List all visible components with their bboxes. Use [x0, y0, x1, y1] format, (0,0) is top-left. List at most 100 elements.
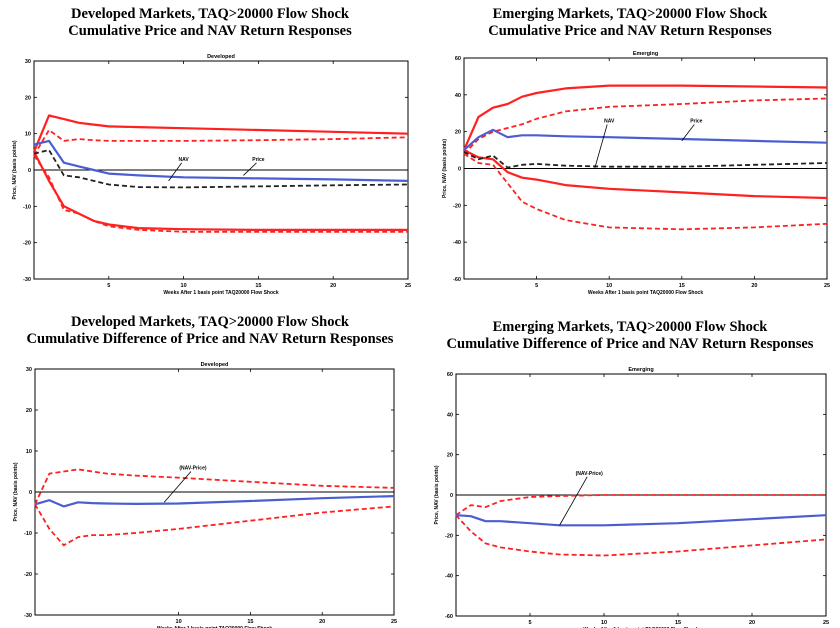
annotation-pointer: [594, 124, 608, 169]
panel-emerging-difference: Emerging Markets, TAQ>20000 Flow Shock C…: [420, 314, 840, 628]
series-price-band-upper-line: [462, 84, 828, 151]
annotation-pointer: [243, 162, 257, 176]
y-tick-label: 60: [455, 56, 461, 62]
chart-subtitle: Developed: [207, 54, 235, 60]
y-tick-label: 20: [26, 408, 32, 414]
annotation-pointer: [559, 476, 588, 526]
y-tick-label: 30: [25, 59, 31, 65]
annotation-label: (NAV-Price): [179, 465, 206, 471]
x-axis-label: Weeks After 1 basis point TAQ20000 Flow …: [588, 290, 703, 296]
y-axis-label: Price, NAV (basis points): [434, 465, 440, 524]
series-price-line: [463, 128, 828, 151]
y-tick-label: -20: [23, 241, 31, 247]
y-tick-label: 10: [26, 449, 32, 455]
panel-title-line2: Cumulative Difference of Price and NAV R…: [26, 331, 394, 347]
x-tick-label: 10: [606, 283, 612, 289]
annotation-pointer: [681, 124, 695, 142]
y-tick-label: -20: [453, 203, 461, 209]
x-tick-label: 20: [319, 619, 325, 625]
y-axis-label: Price, NAV (basis points): [12, 140, 18, 199]
chart-subtitle: Developed: [201, 362, 229, 368]
y-axis-label: Price, NAV (basis points): [13, 462, 19, 521]
series-nav-band-upper-line: [463, 97, 828, 155]
panel-emerging-price-nav: Emerging Markets, TAQ>20000 Flow Shock C…: [420, 0, 840, 314]
panel-title-line1: Developed Markets, TAQ>20000 Flow Shock: [71, 6, 349, 22]
y-tick-label: 10: [25, 132, 31, 138]
y-axis-label: Price, NAV (basis points): [442, 139, 448, 198]
x-tick-label: 5: [535, 283, 538, 289]
y-tick-label: 0: [28, 168, 31, 174]
y-tick-label: -60: [445, 614, 453, 620]
x-axis-label: Weeks After 1 basis point TAQ20000 Flow …: [157, 626, 272, 628]
x-tick-label: 20: [330, 283, 336, 289]
chart-emerging-price-nav: Emerging -60 -40 -20 0 20 40 60 5 10 15 20 25 Weeks A…: [442, 51, 830, 296]
panel-title-line1: Emerging Markets, TAQ>20000 Flow Shock: [492, 6, 768, 22]
series-price-band-upper-line: [32, 114, 409, 153]
x-tick-label: 15: [675, 620, 681, 626]
annotation-label: NAV: [179, 157, 190, 163]
x-tick-label: 25: [824, 283, 830, 289]
series-nav-band-lower-line: [463, 153, 828, 231]
x-tick-label: 10: [601, 620, 607, 626]
panel-title-line2: Cumulative Price and NAV Return Response…: [488, 23, 772, 39]
chart-subtitle: Emerging: [633, 51, 658, 57]
x-tick-label: 5: [528, 620, 531, 626]
panel-title-line2: Cumulative Difference of Price and NAV R…: [446, 336, 814, 352]
series-price-band-lower-line: [463, 149, 828, 200]
panel-title-line2: Cumulative Price and NAV Return Response…: [68, 23, 352, 39]
y-tick-label: 0: [450, 493, 453, 499]
annotation-label: NAV: [604, 118, 615, 124]
x-axis-label: Weeks After 1 basis point TAQ20000 Flow …: [163, 290, 278, 296]
x-tick-label: 20: [751, 283, 757, 289]
y-tick-label: -30: [23, 277, 31, 283]
chart-developed-difference: Developed -30 -20 -10 0 10 20 30 10 15 20 25 Weeks A…: [13, 362, 397, 628]
series-nav-price-line: [34, 495, 395, 508]
series-nav-band-lower-line: [33, 154, 408, 233]
x-tick-label: 15: [247, 619, 253, 625]
y-tick-label: -20: [445, 533, 453, 539]
x-tick-label: 15: [679, 283, 685, 289]
series-nav-price-line: [455, 514, 827, 527]
x-tick-label: 20: [749, 620, 755, 626]
y-tick-label: 20: [447, 453, 453, 459]
x-tick-label: 15: [255, 283, 261, 289]
y-tick-label: 20: [25, 95, 31, 101]
y-tick-label: 0: [458, 167, 461, 173]
panel-title-line1: Developed Markets, TAQ>20000 Flow Shock: [71, 314, 349, 330]
series-band-upper-line: [34, 468, 395, 505]
series-price-line: [33, 139, 409, 182]
y-tick-label: -10: [23, 204, 31, 210]
x-tick-label: 5: [107, 283, 110, 289]
annotation-pointer: [163, 471, 192, 503]
x-tick-label: 25: [391, 619, 397, 625]
panel-developed-difference: Developed Markets, TAQ>20000 Flow Shock …: [0, 314, 420, 628]
series-nav-band-upper-line: [33, 129, 409, 156]
x-tick-label: 25: [405, 283, 411, 289]
y-tick-label: -20: [24, 572, 32, 578]
y-tick-label: 0: [29, 490, 32, 496]
y-tick-label: 60: [447, 372, 453, 378]
series-nav-line: [33, 149, 409, 189]
y-tick-label: -40: [453, 240, 461, 246]
panel-title-line1: Emerging Markets, TAQ>20000 Flow Shock: [492, 319, 768, 335]
y-tick-label: 40: [447, 412, 453, 418]
annotation-label: Price: [252, 157, 264, 163]
x-tick-label: 10: [176, 619, 182, 625]
y-tick-label: 20: [455, 130, 461, 136]
chart-subtitle: Emerging: [628, 367, 653, 373]
panel-developed-price-nav: Developed Markets, TAQ>20000 Flow Shock …: [0, 0, 420, 314]
y-tick-label: 40: [455, 93, 461, 99]
y-tick-label: -10: [24, 531, 32, 537]
y-tick-label: -40: [445, 574, 453, 580]
y-tick-label: 30: [26, 367, 32, 373]
chart-developed-price-nav: Developed -30 -20 -10 0 10 20 30 5 10 15 20 25 Weeks …: [12, 54, 411, 296]
y-tick-label: -60: [453, 277, 461, 283]
series-band-upper-line: [455, 494, 826, 516]
series-band-lower-line: [34, 503, 395, 547]
annotation-label: Price: [690, 118, 702, 124]
x-tick-label: 25: [823, 620, 829, 626]
series-nav-line: [463, 151, 828, 169]
annotation-pointer: [168, 162, 182, 182]
series-band-lower-line: [455, 514, 827, 557]
